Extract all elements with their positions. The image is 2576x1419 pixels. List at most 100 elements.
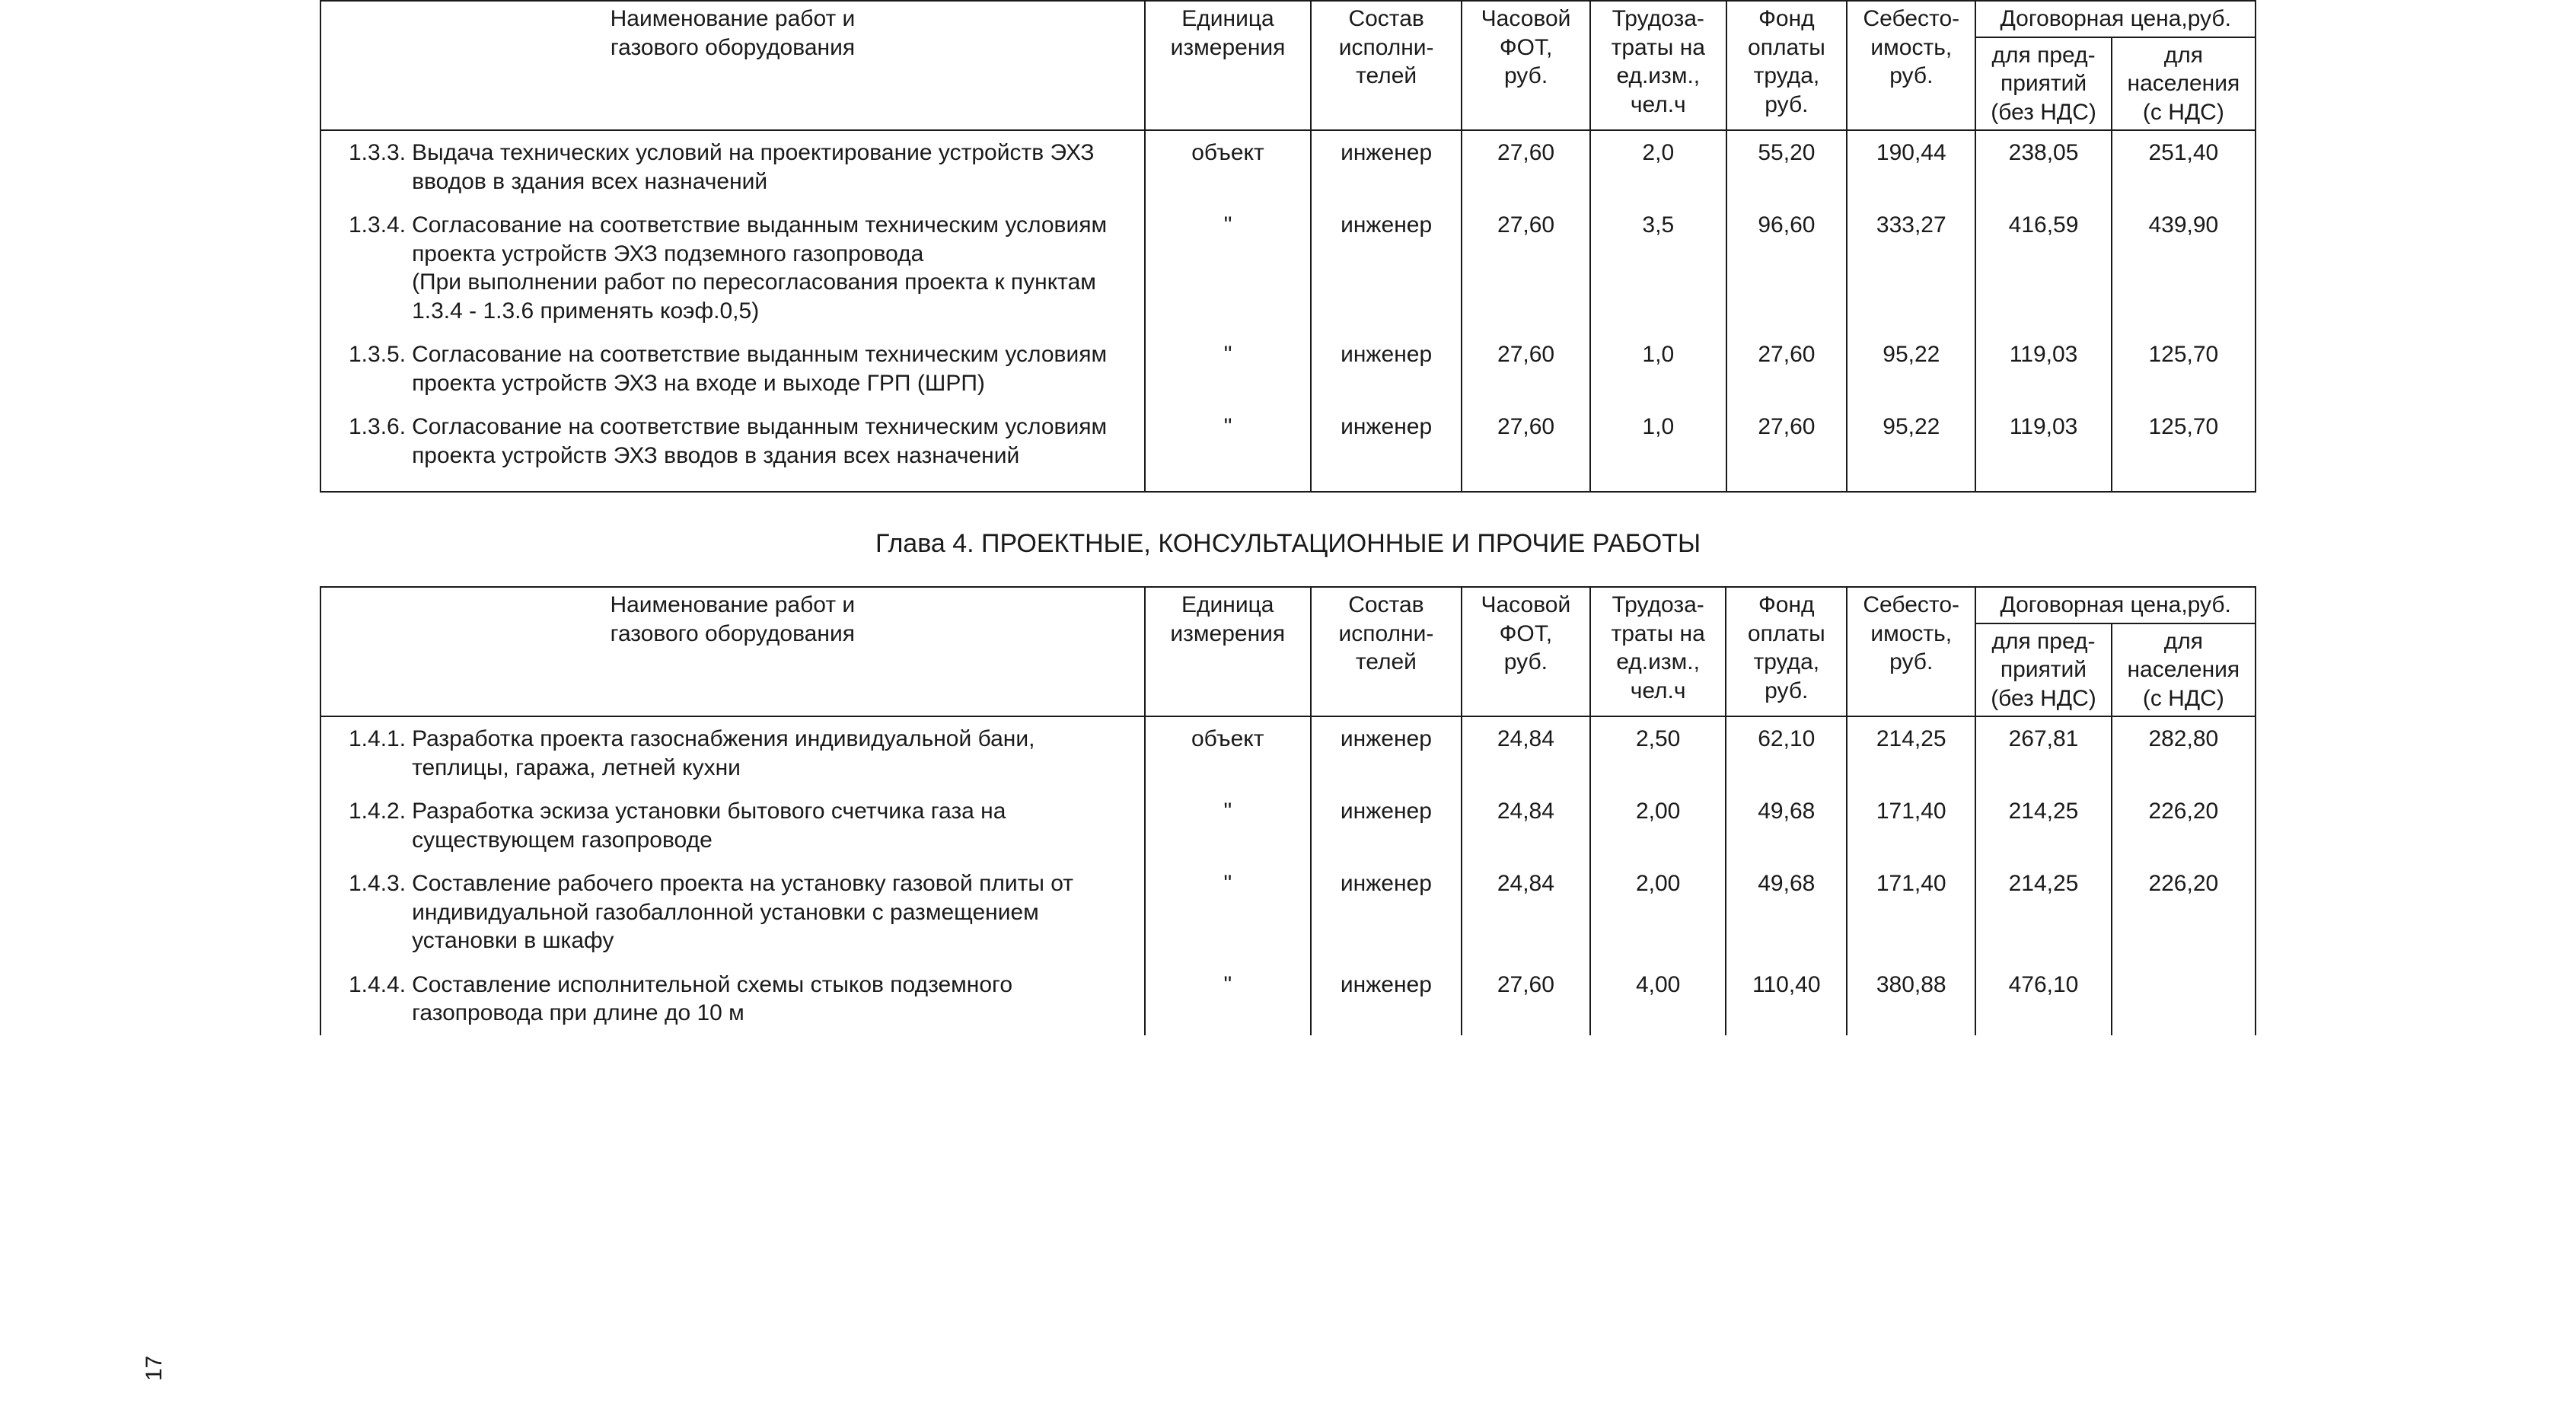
cell-fot: 27,60: [1462, 203, 1590, 333]
cell-price-pop: [2112, 963, 2256, 1035]
table-row: 1.4.1.Разработка проекта газоснабжения и…: [320, 716, 2256, 789]
row-text: Составление исполнительной схемы стыков …: [412, 971, 1135, 1028]
cell-cost: 214,25: [1847, 716, 1975, 789]
cell-fot: 24,84: [1462, 789, 1590, 862]
cell-cost: 171,40: [1847, 789, 1975, 862]
cell-name: 1.3.4.Согласование на соответствие выдан…: [320, 203, 1145, 333]
cell-name: 1.4.1.Разработка проекта газоснабжения и…: [320, 716, 1145, 789]
row-number: 1.3.3.: [349, 139, 412, 196]
col-price-ent: для пред- приятий (без НДС): [1975, 37, 2111, 131]
cell-unit: ": [1145, 789, 1311, 862]
cell-name: 1.4.3.Составление рабочего проекта на ус…: [320, 862, 1145, 963]
cell-fot: 27,60: [1462, 130, 1590, 203]
cell-labor: 2,00: [1590, 789, 1726, 862]
chapter-title: Глава 4. ПРОЕКТНЫЕ, КОНСУЛЬТАЦИОННЫЕ И П…: [320, 529, 2256, 559]
cell-price-pop: 125,70: [2112, 333, 2256, 405]
cell-fund: 110,40: [1726, 963, 1847, 1035]
cell-unit: ": [1145, 333, 1311, 405]
col-fund-l3: труда,: [1753, 649, 1819, 674]
col-exec-l2: исполни-: [1338, 621, 1433, 646]
col-price-pop-l2: населения: [2128, 71, 2240, 96]
col-fund-l3: труда,: [1754, 63, 1820, 88]
col-price-ent-l3: (без НДС): [1991, 100, 2096, 125]
col-price-ent-l2: приятий: [2001, 657, 2087, 682]
cell-price-pop: 251,40: [2112, 130, 2256, 203]
col-unit-l2: измерения: [1171, 35, 1286, 60]
col-fund-l2: оплаты: [1748, 35, 1825, 60]
cell-exec: инженер: [1311, 716, 1462, 789]
col-exec-l1: Состав: [1348, 592, 1423, 617]
col-labor-l4: чел.ч: [1631, 92, 1686, 117]
table-1-body: 1.3.3.Выдача технических условий на прое…: [320, 130, 2256, 492]
cell-unit: объект: [1145, 130, 1311, 203]
cell-name: 1.4.4.Составление исполнительной схемы с…: [320, 963, 1145, 1035]
row-number: 1.4.4.: [349, 971, 412, 1028]
col-price-pop-l1: для: [2164, 43, 2203, 68]
col-unit: Единица измерения: [1145, 587, 1311, 716]
col-cost-l1: Себесто-: [1863, 6, 1960, 31]
row-text: Составление рабочего проекта на установк…: [412, 869, 1135, 955]
col-fund: Фонд оплаты труда, руб.: [1726, 587, 1847, 716]
cell-price-pop: 282,80: [2112, 716, 2256, 789]
cell-exec: инженер: [1311, 789, 1462, 862]
cell-labor: 2,00: [1590, 862, 1726, 963]
cell-exec: инженер: [1311, 203, 1462, 333]
col-labor-l2: траты на: [1612, 35, 1705, 60]
col-fund: Фонд оплаты труда, руб.: [1726, 1, 1848, 130]
cell-fot: 27,60: [1462, 405, 1590, 492]
col-name-l1: Наименование работ и: [611, 6, 856, 31]
cell-price-ent: 238,05: [1975, 130, 2111, 203]
col-exec-l2: исполни-: [1339, 35, 1434, 60]
row-text: Согласование на соответствие выданным те…: [412, 413, 1135, 470]
col-exec: Состав исполни- телей: [1311, 587, 1462, 716]
row-number: 1.4.3.: [349, 869, 412, 955]
table-2: Наименование работ и газового оборудован…: [320, 586, 2256, 1035]
cell-name: 1.4.2.Разработка эскиза установки бытово…: [320, 789, 1145, 862]
cell-labor: 1,0: [1590, 333, 1726, 405]
col-name: Наименование работ и газового оборудован…: [320, 1, 1145, 130]
col-labor-l2: траты на: [1611, 621, 1704, 646]
cell-price-pop: 125,70: [2112, 405, 2256, 492]
cell-price-ent: 214,25: [1975, 789, 2111, 862]
col-fund-l4: руб.: [1765, 678, 1808, 703]
col-unit-l1: Единица: [1181, 592, 1274, 617]
cell-fund: 49,68: [1726, 862, 1847, 963]
cell-fund: 96,60: [1726, 203, 1848, 333]
cell-name: 1.3.3.Выдача технических условий на прое…: [320, 130, 1145, 203]
row-text: Разработка проекта газоснабжения индивид…: [412, 725, 1135, 782]
page: Наименование работ и газового оборудован…: [0, 0, 2576, 1419]
col-labor: Трудоза- траты на ед.изм., чел.ч: [1590, 587, 1726, 716]
table-row: 1.3.6.Согласование на соответствие выдан…: [320, 405, 2256, 492]
col-fot-l2: ФОТ,: [1500, 621, 1552, 646]
cell-fund: 49,68: [1726, 789, 1847, 862]
col-cost-l1: Себесто-: [1863, 592, 1959, 617]
col-cost-l2: имость,: [1870, 35, 1952, 60]
col-fot-l2: ФОТ,: [1500, 35, 1552, 60]
cell-unit: ": [1145, 862, 1311, 963]
cell-labor: 2,50: [1590, 716, 1726, 789]
table-row: 1.3.5.Согласование на соответствие выдан…: [320, 333, 2256, 405]
col-fot-l3: руб.: [1504, 63, 1548, 88]
table-row: 1.4.3.Составление рабочего проекта на ус…: [320, 862, 2256, 963]
cell-fot: 27,60: [1462, 963, 1590, 1035]
cell-exec: инженер: [1311, 333, 1462, 405]
col-labor-l3: ед.изм.,: [1616, 63, 1700, 88]
cell-unit: ": [1145, 405, 1311, 492]
cell-price-pop: 226,20: [2112, 789, 2256, 862]
col-name-l2: газового оборудования: [611, 35, 855, 60]
cell-fund: 62,10: [1726, 716, 1847, 789]
cell-name: 1.3.6.Согласование на соответствие выдан…: [320, 405, 1145, 492]
col-cost: Себесто- имость, руб.: [1847, 587, 1975, 716]
cell-fot: 24,84: [1462, 716, 1590, 789]
cell-labor: 1,0: [1590, 405, 1726, 492]
col-fot-l1: Часовой: [1481, 592, 1571, 617]
col-price-pop: для населения (с НДС): [2112, 37, 2256, 131]
cell-fund: 55,20: [1726, 130, 1848, 203]
cell-fot: 27,60: [1462, 333, 1590, 405]
table-2-body: 1.4.1.Разработка проекта газоснабжения и…: [320, 716, 2256, 1035]
row-text: Разработка эскиза установки бытового сче…: [412, 797, 1135, 854]
cell-exec: инженер: [1311, 963, 1462, 1035]
col-cost-l3: руб.: [1889, 649, 1933, 674]
col-fund-l1: Фонд: [1758, 592, 1815, 617]
cell-unit: ": [1145, 963, 1311, 1035]
